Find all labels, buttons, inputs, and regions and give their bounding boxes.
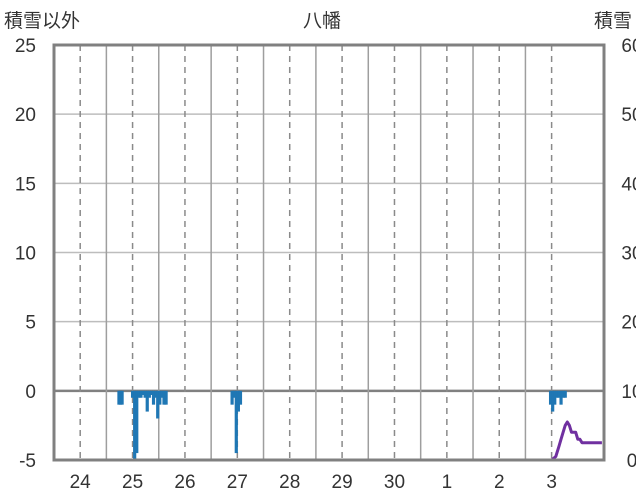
precip-bar (557, 390, 561, 398)
precip-bar (164, 390, 168, 405)
precip-bar (160, 390, 164, 398)
x-tick-label: 28 (279, 472, 300, 493)
y-left-tick-label: 15 (15, 174, 36, 195)
precip-bar (137, 390, 141, 398)
plot-frame (52, 43, 606, 462)
y-right-tick-label: 60 (621, 36, 636, 57)
y-left-tick-label: 20 (15, 105, 36, 126)
precip-bar (232, 390, 236, 398)
precip-bar (143, 390, 147, 398)
x-tick-label: 27 (227, 472, 248, 493)
precip-bar (135, 390, 139, 454)
precip-bar (548, 390, 553, 405)
y-left-tick-label: 25 (15, 36, 36, 57)
tick-labels: 2520151050-56050403020100242526272829301… (15, 36, 636, 493)
y-right-tick-label: 50 (621, 105, 636, 126)
y-left-tick-label: -5 (19, 451, 36, 472)
precip-bar (559, 390, 563, 405)
snow-depth-line-group (54, 420, 602, 462)
precip-bar (555, 390, 559, 398)
precip-bar (162, 390, 166, 405)
y-right-tick-label: 30 (621, 244, 636, 265)
precip-bar (236, 390, 240, 412)
x-tick-label: 30 (384, 472, 405, 493)
precip-bar (130, 390, 135, 398)
y-right-tick-label: 20 (621, 313, 636, 334)
precip-bar (230, 390, 234, 405)
y-right-tick-label: 0 (627, 451, 636, 472)
precip-bar (147, 390, 151, 398)
precip-bar (149, 390, 154, 395)
y-right-tick-label: 40 (621, 174, 636, 195)
precip-bar (156, 390, 160, 419)
y-left-tick-label: 0 (25, 382, 36, 403)
precip-bar (154, 390, 158, 398)
precip-bar (141, 390, 145, 395)
precip-bar (561, 390, 565, 398)
precip-bar (145, 390, 149, 412)
precip-bar (234, 390, 238, 454)
chart-title: 八幡 (303, 10, 341, 32)
precip-bar (238, 390, 243, 405)
precip-bar (553, 390, 557, 405)
y-left-tick-label: 5 (25, 313, 36, 334)
precipitation-bars (117, 390, 567, 460)
precip-bar (139, 390, 143, 398)
y-right-axis-label: 積雪 (594, 10, 632, 32)
precip-bar (551, 390, 555, 412)
snow-depth-line (54, 420, 602, 462)
precip-bar (158, 390, 162, 405)
precip-bar (133, 390, 137, 460)
x-tick-label: 25 (122, 472, 143, 493)
x-tick-label: 3 (546, 472, 557, 493)
x-tick-label: 24 (70, 472, 92, 493)
precip-bar (120, 390, 124, 405)
x-tick-label: 26 (174, 472, 195, 493)
y-left-axis-label: 積雪以外 (4, 10, 80, 32)
precip-bar (151, 390, 156, 405)
x-tick-label: 1 (442, 472, 453, 493)
y-right-tick-label: 10 (621, 382, 636, 403)
x-tick-label: 2 (494, 472, 505, 493)
precip-bar (563, 390, 567, 398)
x-tick-label: 29 (332, 472, 353, 493)
y-left-tick-label: 10 (15, 244, 36, 265)
